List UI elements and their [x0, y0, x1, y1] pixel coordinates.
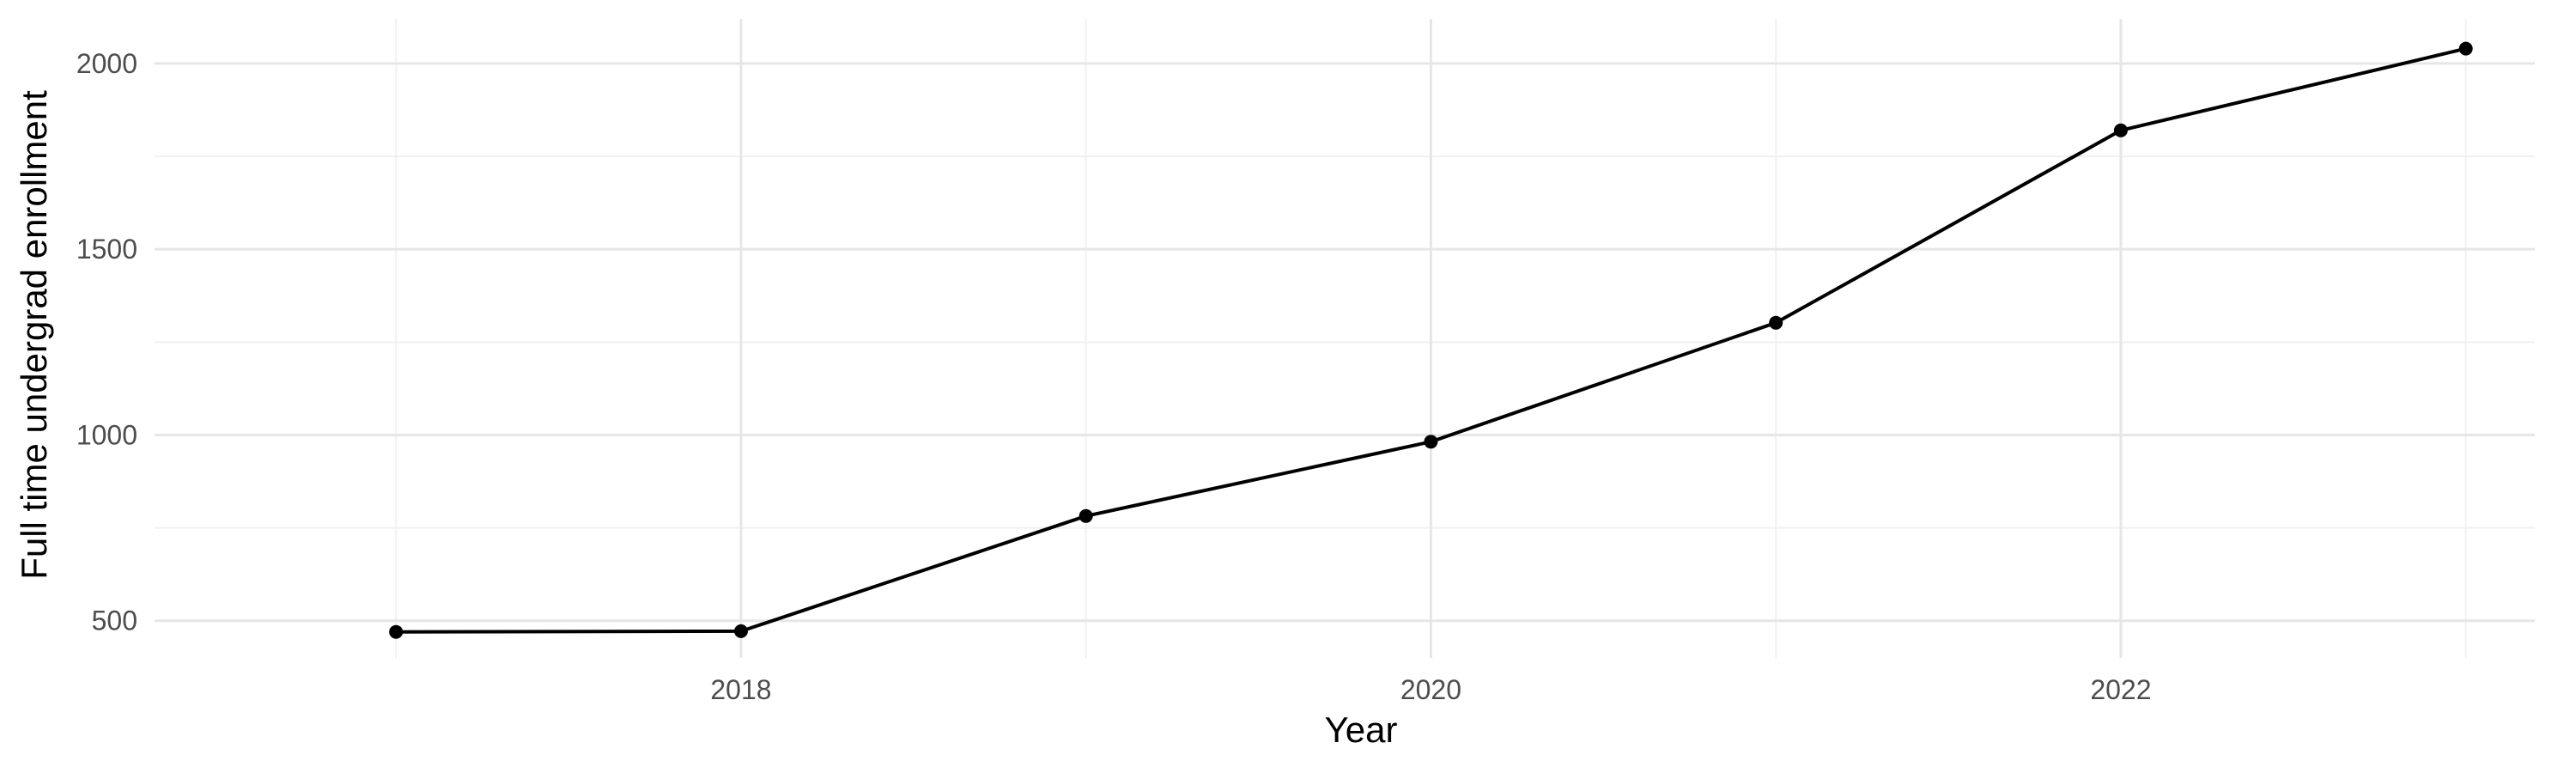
data-point	[2113, 123, 2128, 137]
grid-layer	[155, 19, 2535, 658]
y-axis-title: Full time undergrad enrollment	[14, 90, 54, 580]
data-point	[734, 624, 748, 638]
x-tick-label: 2022	[2090, 674, 2151, 705]
y-tick-label: 2000	[76, 48, 137, 79]
y-tick-label: 1500	[76, 234, 137, 265]
x-tick-label: 2018	[710, 674, 771, 705]
y-tick-label: 1000	[76, 419, 137, 450]
series-layer	[389, 41, 2473, 639]
data-point	[1424, 435, 1438, 449]
data-point	[389, 624, 404, 639]
data-point	[2458, 41, 2473, 56]
x-axis-title: Year	[1325, 709, 1398, 750]
x-tick-label: 2020	[1400, 674, 1461, 705]
y-tick-label: 500	[92, 606, 137, 636]
data-point	[1769, 315, 1783, 330]
data-point	[1078, 508, 1093, 523]
tick-label-layer: 500 1000 1500 2000 2018 2020 2022	[76, 48, 2152, 705]
